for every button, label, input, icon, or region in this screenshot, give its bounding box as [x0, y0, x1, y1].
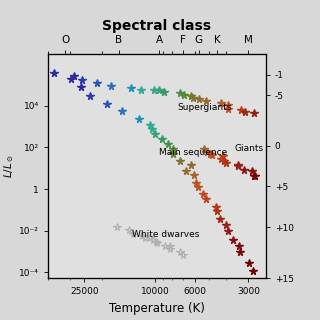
X-axis label: Spectral class: Spectral class [102, 19, 211, 33]
Y-axis label: $L/L_\odot$: $L/L_\odot$ [3, 155, 16, 178]
Text: Main sequence: Main sequence [159, 148, 228, 157]
X-axis label: Temperature (K): Temperature (K) [109, 302, 205, 315]
Text: White dwarves: White dwarves [132, 230, 199, 239]
Text: Supergiants: Supergiants [178, 103, 232, 112]
Text: Giants: Giants [234, 144, 263, 153]
